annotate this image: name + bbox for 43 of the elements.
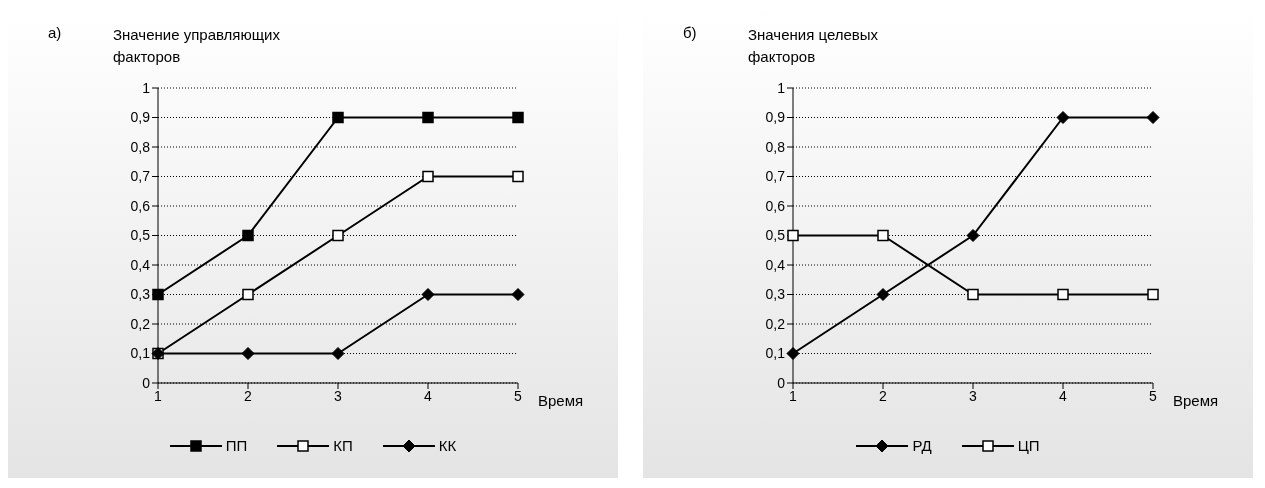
text: б): [683, 24, 697, 41]
y-tick-label: 0,3: [130, 286, 151, 303]
y-tick-label: 0,4: [765, 256, 786, 273]
text: а): [48, 24, 62, 41]
x-tick-label: 1: [154, 387, 163, 404]
chart-title: Значение управляющих факторов: [113, 25, 281, 67]
x-axis-title: Время: [538, 392, 584, 410]
x-tick-label: 5: [1149, 387, 1158, 404]
legend-label: РД: [912, 437, 932, 454]
y-tick-label: 0,7: [130, 168, 151, 185]
y-tick-label: 0,1: [130, 345, 151, 362]
x-tick-label: 3: [969, 387, 978, 404]
x-tick-label: 2: [879, 387, 888, 404]
y-tick-label: 0,4: [130, 256, 151, 273]
y-tick-label: 1: [777, 79, 786, 96]
legend-label: КК: [438, 437, 457, 454]
chart-title: Значения целевых факторов: [748, 25, 880, 67]
x-axis-title: Время: [1173, 392, 1219, 410]
x-tick-label: 4: [424, 387, 433, 404]
x-tick-label: 1: [789, 387, 798, 404]
y-tick-label: 0,6: [130, 197, 151, 214]
y-tick-label: 0,8: [765, 138, 786, 155]
legend-label: КП: [333, 437, 353, 454]
y-tick-label: 0,1: [765, 345, 786, 362]
y-tick-label: 0,2: [765, 315, 786, 332]
y-tick-label: 0,2: [130, 315, 151, 332]
y-tick-label: 0,3: [765, 286, 786, 303]
y-tick-label: 0: [777, 374, 786, 391]
y-tick-label: 0,5: [130, 227, 151, 244]
y-tick-label: 0,6: [765, 197, 786, 214]
y-tick-label: 0,5: [765, 227, 786, 244]
legend-label: ЦП: [1017, 437, 1040, 454]
y-tick-label: 0,9: [130, 109, 151, 126]
x-tick-label: 5: [514, 387, 523, 404]
legend-label: ПП: [225, 437, 248, 454]
y-tick-label: 1: [142, 79, 151, 96]
x-tick-label: 2: [244, 387, 253, 404]
y-tick-label: 0,8: [130, 138, 151, 155]
y-tick-label: 0: [142, 374, 151, 391]
y-tick-label: 0,7: [765, 168, 786, 185]
x-tick-label: 3: [334, 387, 343, 404]
y-tick-label: 0,9: [765, 109, 786, 126]
x-tick-label: 4: [1059, 387, 1068, 404]
